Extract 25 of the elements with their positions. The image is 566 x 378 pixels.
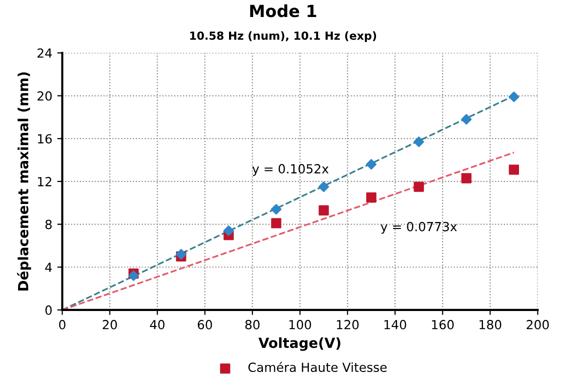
chart-title: Mode 1 [250,4,316,18]
y-tick-label: 24 [38,48,52,58]
y-tick-label: 4 [45,262,52,272]
chart-subtitle: 10.58 Hz (num), 10.1 Hz (exp) [190,31,376,42]
x-tick-label: 60 [198,320,212,330]
y-tick-label: 8 [45,220,52,230]
y-tick-label: 12 [38,176,52,186]
y-axis-title: Déplacement maximal (mm) [17,72,32,290]
x-tick-label: 180 [480,320,502,330]
legend-label: Caméra Haute Vitesse [248,362,387,372]
x-tick-label: 120 [336,320,359,330]
y-tick-label: 16 [38,134,52,144]
y-tick-label: 0 [45,305,52,315]
x-tick-label: 140 [384,320,406,330]
annotation: y = 0.1052x [252,164,329,176]
x-axis-title: Voltage(V) [258,337,340,351]
x-tick-label: 80 [245,320,260,330]
x-tick-label: 20 [102,320,117,330]
annotation: y = 0.0773x [380,222,457,234]
y-tick-label: 20 [38,91,52,101]
x-tick-label: 0 [59,320,66,330]
x-tick-label: 160 [432,320,454,330]
x-tick-label: 40 [150,320,164,330]
x-tick-label: 100 [289,320,312,330]
x-tick-label: 200 [526,320,549,330]
